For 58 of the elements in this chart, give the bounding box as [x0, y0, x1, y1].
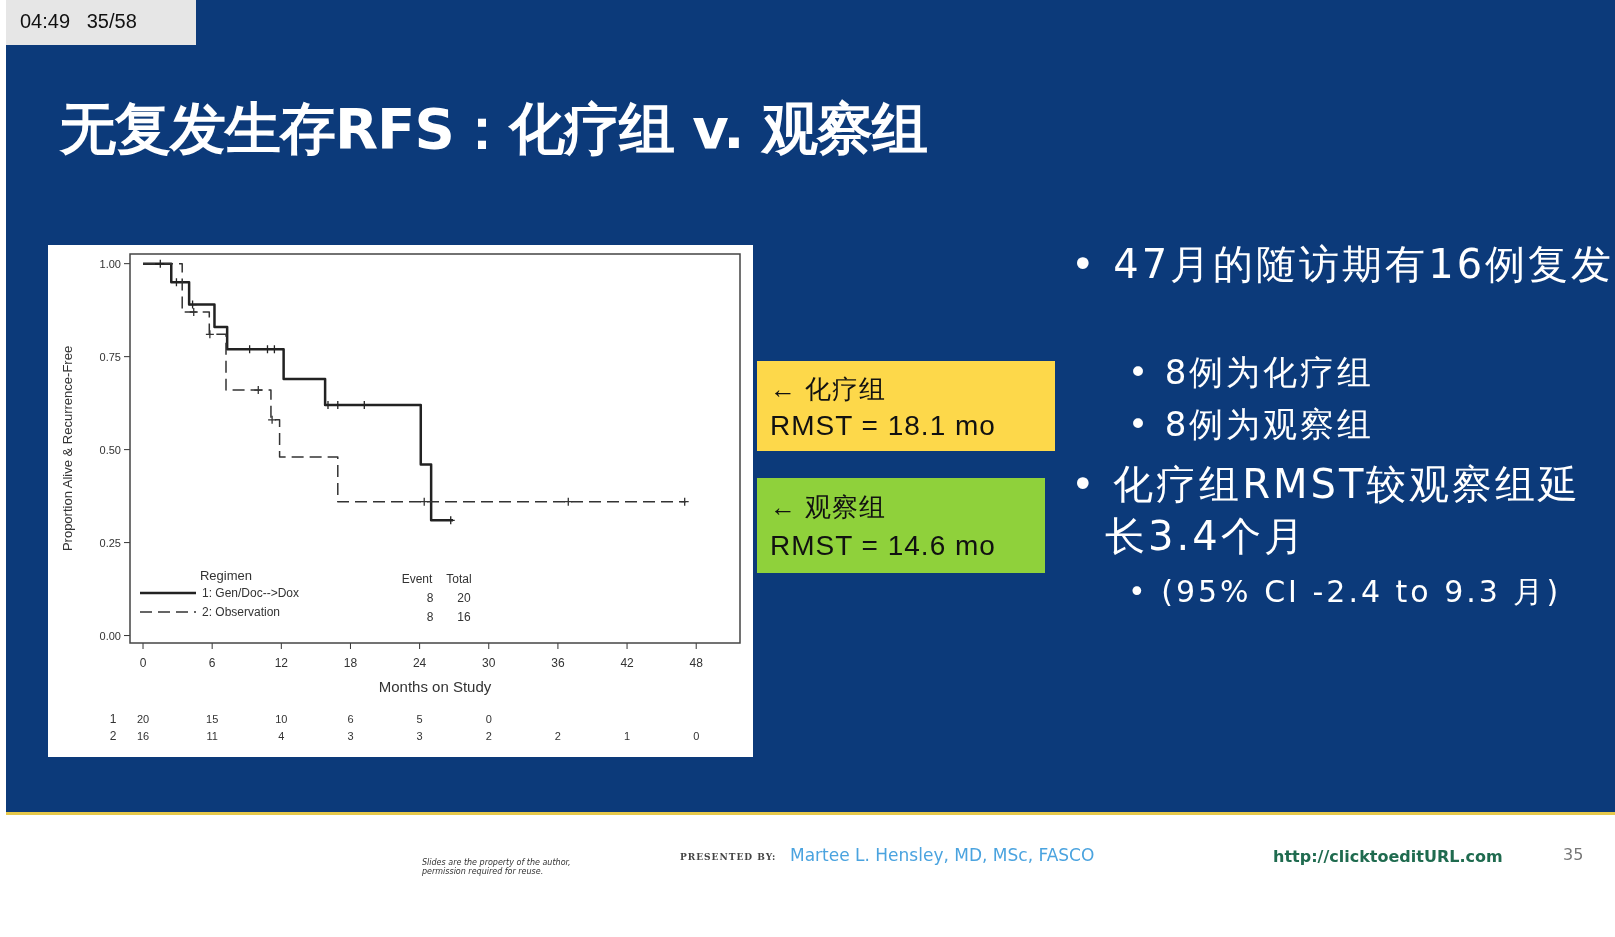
x-tick-label: 30 [482, 656, 496, 670]
text: 3 [347, 730, 354, 742]
legend-label: 1: Gen/Doc-->Dox [202, 586, 300, 600]
text: Slides are the property of the author, permission required for reuse. [422, 858, 572, 876]
text: 20 [136, 713, 150, 725]
text: RMST = 14.6 mo [770, 530, 996, 562]
annotation: Total [446, 572, 472, 586]
text: 11 [206, 730, 218, 742]
text: 2 [109, 729, 117, 743]
text: RMST = 18.1 mo [770, 410, 996, 442]
chart-title: 无复发生存RFS：化疗组 v. 观察组 [60, 95, 927, 163]
text: PRESENTED BY: [680, 852, 777, 862]
text: ← 观察组 [770, 491, 887, 524]
x-tick-label: 24 [412, 656, 427, 670]
text: 10 [275, 713, 288, 725]
y-axis-title: Proportion Alive & Recurrence-Free [60, 345, 75, 552]
y-tick-label: 0.00 [99, 629, 121, 642]
x-axis-title: Months on Study [378, 678, 492, 695]
text: ← 化疗组 [770, 373, 887, 406]
text: 0 [693, 730, 700, 742]
text: Martee L. Hensley, MD, MSc, FASCO [790, 845, 1095, 865]
text: 3 [416, 730, 423, 742]
x-tick-label: 6 [208, 656, 216, 670]
x-tick-label: 36 [551, 656, 565, 670]
text: • 8例为观察组 [1128, 403, 1376, 446]
text: 15 [206, 713, 219, 725]
annotation: Event [401, 572, 434, 586]
text: 5 [416, 713, 423, 725]
annotation: 20 [457, 591, 471, 605]
text: 2 [554, 730, 561, 742]
annotation: 8 [426, 591, 434, 605]
x-tick-label: 48 [689, 656, 704, 670]
legend-label: 2: Observation [202, 605, 281, 619]
annotation: 16 [457, 610, 471, 624]
x-tick-label: 12 [274, 656, 289, 670]
text: 2 [485, 730, 492, 742]
text: 0 [485, 713, 492, 725]
text: 1 [624, 730, 631, 742]
text: • 化疗组RMST较观察组延长3.4个月 [1071, 460, 1583, 561]
text: 6 [347, 713, 354, 725]
text: http://clicktoeditURL.com [1273, 847, 1503, 866]
y-tick-label: 0.50 [99, 443, 121, 456]
text: 1 [109, 712, 117, 726]
text: • 47月的随访期有16例复发 [1071, 240, 1615, 289]
legend-title: Regimen [199, 568, 253, 583]
y-tick-label: 0.25 [99, 536, 121, 549]
text: • 8例为化疗组 [1128, 351, 1376, 394]
x-tick-label: 42 [620, 656, 635, 670]
text: 16 [136, 730, 150, 742]
text: 4 [278, 730, 285, 742]
x-tick-label: 0 [139, 656, 147, 670]
text: 04:49 35/58 [20, 10, 137, 33]
x-tick-label: 18 [343, 656, 358, 670]
y-tick-label: 1.00 [99, 257, 121, 270]
text: 35 [1563, 845, 1584, 864]
y-tick-label: 0.75 [99, 350, 121, 363]
text: • (95% CI -2.4 to 9.3 月) [1128, 573, 1563, 611]
annotation: 8 [426, 610, 434, 624]
